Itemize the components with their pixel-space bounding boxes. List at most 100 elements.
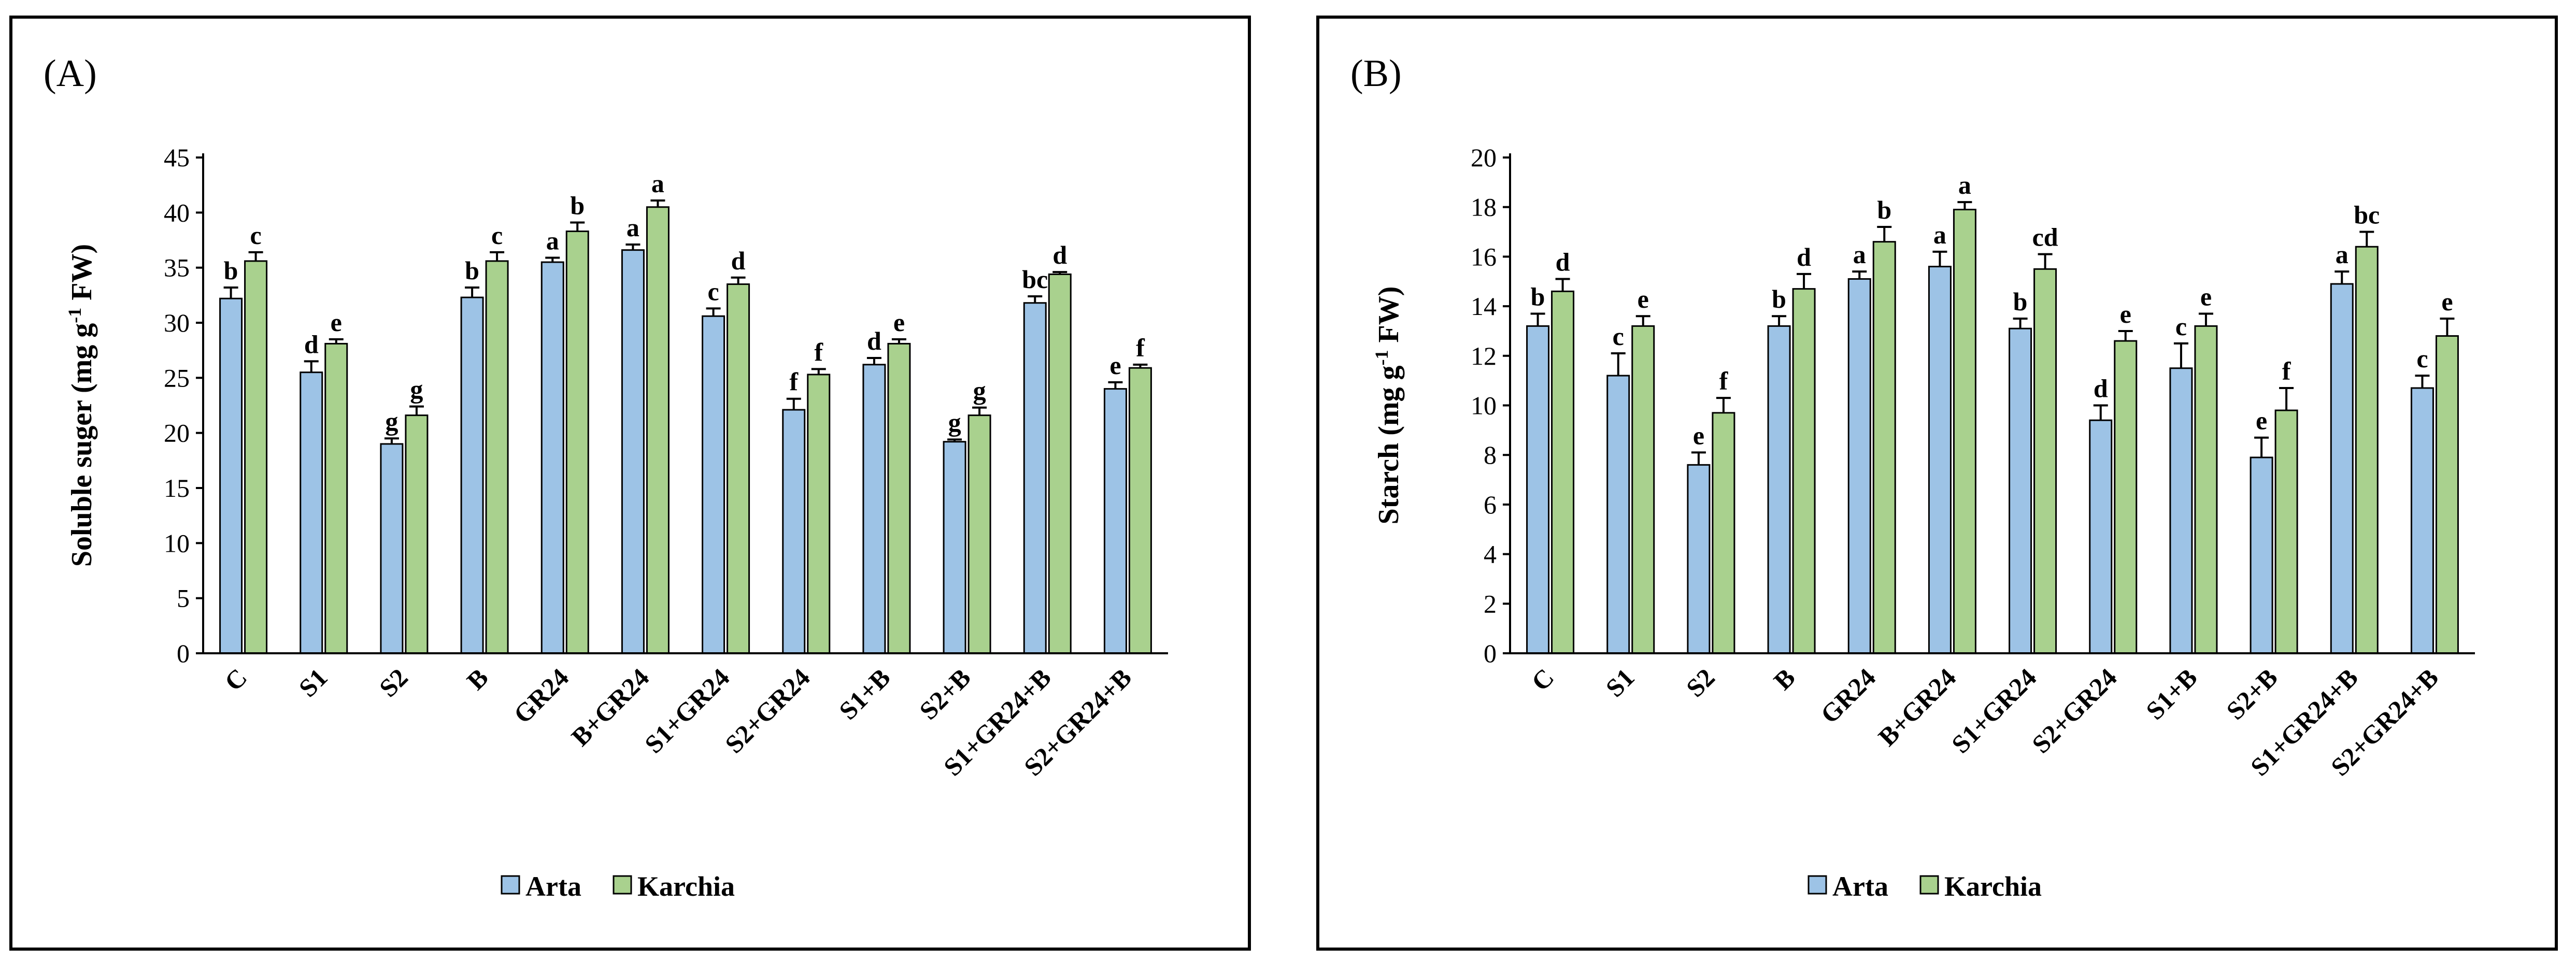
- significance-letter: bc: [1022, 265, 1048, 294]
- y-tick-label: 10: [164, 528, 190, 557]
- bar-arta: [380, 443, 404, 654]
- y-axis-title-tail: FW): [66, 244, 98, 308]
- significance-letter: b: [465, 256, 479, 285]
- bar-karchia: [485, 260, 509, 654]
- y-tick-label: 0: [177, 639, 190, 668]
- bar-karchia: [324, 342, 348, 654]
- y-tick-label: 20: [164, 419, 190, 448]
- significance-letter: c: [250, 221, 261, 250]
- significance-letter: b: [1772, 284, 1786, 313]
- x-category-label: GR24: [508, 663, 574, 729]
- significance-letter: cd: [2032, 223, 2058, 252]
- bar-karchia: [807, 374, 831, 654]
- y-tick-label: 20: [1471, 143, 1497, 172]
- significance-letter: d: [1797, 242, 1811, 271]
- y-tick-label: 40: [164, 198, 190, 227]
- y-tick-label: 6: [1484, 490, 1497, 519]
- x-category-label: S1+GR24: [639, 663, 735, 758]
- significance-letter: e: [331, 308, 342, 337]
- y-tick-label: 35: [164, 253, 190, 282]
- bar-arta: [1847, 278, 1871, 654]
- significance-letter: e: [2256, 406, 2267, 435]
- panel-label: (A): [44, 52, 97, 95]
- bar-karchia: [2355, 246, 2379, 654]
- y-tick-label: 12: [1471, 341, 1497, 370]
- x-category-label: S1+B: [2140, 663, 2203, 725]
- significance-letter: b: [1531, 282, 1545, 311]
- y-tick-label: 15: [164, 474, 190, 503]
- significance-letter: f: [1719, 366, 1729, 395]
- significance-letter: g: [410, 375, 423, 404]
- bar-karchia: [565, 230, 589, 654]
- bar-arta: [2169, 367, 2193, 654]
- y-tick-label: 14: [1471, 292, 1497, 321]
- bar-arta: [621, 249, 645, 654]
- bar-arta: [1767, 325, 1791, 654]
- x-category-label: S2+GR24: [719, 663, 815, 758]
- x-category-label: S2+B: [914, 663, 976, 725]
- x-category-label: S1+B: [833, 663, 896, 725]
- significance-letter: b: [224, 256, 238, 285]
- bar-arta: [1928, 266, 1952, 654]
- bar-arta: [2089, 419, 2113, 654]
- significance-letter: b: [2013, 287, 2028, 316]
- significance-letter: e: [893, 308, 905, 337]
- bar-karchia: [1872, 241, 1896, 654]
- bar-karchia: [727, 283, 750, 654]
- significance-letter: d: [304, 329, 319, 358]
- significance-letter: d: [867, 326, 881, 355]
- significance-letter: a: [651, 169, 664, 198]
- bar-karchia: [1551, 290, 1575, 654]
- significance-letter: e: [2120, 299, 2131, 328]
- y-axis-title-main: Starch (mg g: [1373, 365, 1405, 524]
- significance-letter: c: [707, 277, 719, 306]
- significance-letter: e: [2200, 282, 2212, 311]
- significance-letter: e: [1693, 421, 1704, 450]
- y-axis-title-tail: FW): [1373, 286, 1405, 350]
- significance-letter: a: [546, 226, 559, 255]
- significance-letter: a: [1958, 170, 1971, 199]
- bar-arta: [2009, 327, 2032, 654]
- legend-swatch-arta: [1808, 875, 1827, 895]
- y-axis-title: Starch (mg g-1 FW): [1371, 286, 1405, 525]
- bar-karchia: [1792, 288, 1816, 654]
- x-category-label: S1: [293, 663, 333, 702]
- y-tick-label: 4: [1484, 540, 1497, 569]
- y-tick-label: 2: [1484, 589, 1497, 618]
- y-tick-label: 5: [177, 584, 190, 613]
- bar-arta: [2410, 387, 2434, 654]
- legend-label-karchia: Karchia: [1944, 871, 2042, 902]
- legend-swatch-karchia: [1919, 875, 1939, 895]
- significance-letter: c: [1613, 322, 1624, 351]
- significance-letter: e: [1638, 284, 1649, 313]
- bar-karchia: [967, 414, 991, 654]
- bar-arta: [2330, 283, 2354, 654]
- bar-arta: [943, 441, 966, 654]
- significance-letter: e: [1109, 351, 1121, 380]
- bar-karchia: [2033, 268, 2057, 654]
- bar-karchia: [244, 260, 268, 654]
- bar-karchia: [2435, 335, 2459, 654]
- bar-arta: [1687, 464, 1711, 654]
- y-tick-label: 30: [164, 308, 190, 337]
- y-tick-label: 25: [164, 363, 190, 392]
- legend-label-arta: Arta: [1832, 871, 1888, 902]
- legend-swatch-karchia: [613, 875, 632, 895]
- legend-swatch-arta: [501, 875, 520, 895]
- y-tick-label: 45: [164, 143, 190, 172]
- bar-arta: [1606, 375, 1630, 654]
- bar-arta: [2250, 456, 2273, 654]
- x-category-label: S2+GR24: [2026, 663, 2122, 758]
- y-axis-title-superscript: -1: [64, 308, 85, 323]
- bar-arta: [219, 297, 243, 654]
- significance-letter: b: [570, 191, 585, 220]
- x-category-label: S2: [1681, 663, 1720, 702]
- bar-karchia: [646, 206, 670, 654]
- y-tick-label: 0: [1484, 639, 1497, 668]
- bar-arta: [782, 409, 806, 654]
- bar-arta: [862, 364, 886, 654]
- bar-karchia: [1128, 367, 1152, 654]
- bar-karchia: [2194, 325, 2218, 654]
- bar-karchia: [1631, 325, 1655, 654]
